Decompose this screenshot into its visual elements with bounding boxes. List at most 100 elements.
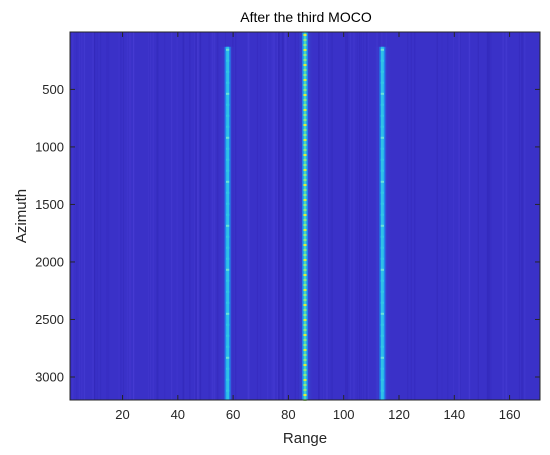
texture-streak [150,32,152,400]
texture-streak [132,32,134,400]
texture-streak [133,32,135,400]
texture-streak [521,32,523,400]
texture-streak [157,32,159,400]
stripe-layer [218,32,392,401]
texture-streak [349,32,351,400]
y-tick-label: 1500 [35,197,64,212]
texture-streak [345,32,347,400]
texture-streak [282,32,284,400]
texture-streak [71,32,74,400]
y-tick-label: 2500 [35,312,64,327]
y-tick-label: 2000 [35,254,64,269]
texture-streak [76,32,78,400]
texture-streak [363,32,364,400]
texture-streak [407,32,409,400]
texture-streak [288,32,290,400]
texture-streak [524,32,526,400]
texture-streak [287,32,289,400]
x-tick-label: 20 [115,407,129,422]
texture-streak [522,32,524,400]
texture-streak [108,32,110,400]
texture-streak [460,32,461,400]
stripe-mark [373,46,392,401]
texture-streak [211,32,213,400]
texture-streak [490,32,492,400]
texture-streak [441,32,443,400]
texture-streak [149,32,152,400]
texture-streak [458,32,460,400]
texture-streak [260,32,262,400]
texture-streak [183,32,185,400]
texture-streak [96,32,98,400]
texture-streak [123,32,124,400]
texture-streak [148,32,150,400]
stripe-mark [296,32,314,401]
texture-streak [322,32,324,400]
texture-streak [184,32,186,400]
x-tick-label: 160 [499,407,521,422]
texture-streak [94,32,95,400]
texture-streak [518,32,520,400]
texture-streak [410,32,412,400]
texture-streak [194,32,195,400]
texture-streak [505,32,508,400]
texture-streak [208,32,211,400]
texture-streak [347,32,349,400]
texture-streak [118,32,120,400]
texture-streak [126,32,128,400]
texture-streak [359,32,361,400]
texture-streak [285,32,288,400]
plot-frame [69,31,541,401]
texture-streak [281,32,284,400]
y-tick-label: 1000 [35,139,64,154]
x-tick-label: 140 [443,407,465,422]
stripe-mark [218,46,237,401]
texture-streak [83,32,86,400]
texture-streak [197,32,199,400]
x-tick-label: 100 [333,407,355,422]
texture-streak [213,32,216,400]
texture-streak [70,32,72,400]
texture-streak [273,32,275,400]
texture-streak [353,32,355,400]
x-axis-ticks: 20 40 60 80 100 120 140 160 [115,32,520,422]
texture-streak [331,32,333,400]
texture-streak [468,32,471,400]
chart-title: After the third MOCO [240,9,372,25]
x-tick-label: 40 [171,407,185,422]
texture-streak [294,32,296,400]
texture-streak [366,32,368,400]
texture-streak [256,32,258,400]
texture-streak [447,32,449,400]
texture-streak [345,32,347,400]
texture-streak [488,32,490,400]
texture-streak [164,32,166,400]
texture-streak [189,32,191,400]
texture-streak [247,32,250,400]
texture-streak [318,32,320,400]
texture-streak [267,32,269,400]
texture-streak [367,32,369,400]
texture-streak [152,32,154,400]
texture-streak [176,32,178,400]
x-axis-label: Range [283,430,327,447]
texture-streak [477,32,479,400]
texture-streak [216,32,219,400]
texture-streak [284,32,286,400]
texture-streak [129,32,132,400]
texture-streak [502,32,504,400]
texture-streak [120,32,122,400]
texture-streak [199,32,202,400]
texture-streak [195,32,198,400]
texture-streak [156,32,158,400]
texture-streak [330,32,332,400]
texture-streak [79,32,81,400]
texture-streak [81,32,83,400]
texture-streak [436,32,438,400]
texture-streak [106,32,108,400]
texture-streak [149,32,150,400]
texture-streak [271,32,273,400]
texture-streak [414,32,416,400]
texture-streak [361,32,362,400]
